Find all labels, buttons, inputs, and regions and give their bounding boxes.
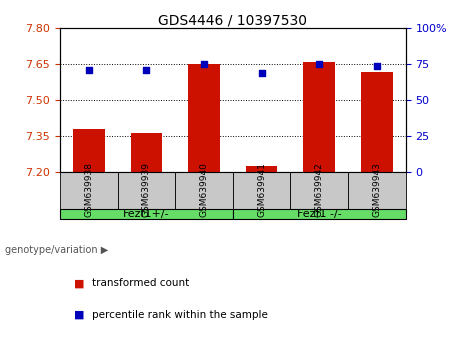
Text: GSM639941: GSM639941: [257, 162, 266, 217]
Point: [258, 70, 266, 76]
Text: GSM639943: GSM639943: [372, 162, 381, 217]
Text: transformed count: transformed count: [92, 278, 189, 288]
Point: [200, 62, 207, 67]
Bar: [303, 62, 335, 172]
Bar: [188, 64, 220, 172]
Point: [373, 63, 381, 69]
Text: GSM639938: GSM639938: [84, 162, 93, 217]
Bar: [60, 209, 233, 219]
Point: [142, 67, 150, 73]
Text: percentile rank within the sample: percentile rank within the sample: [92, 310, 268, 320]
Text: Fezf1 -/-: Fezf1 -/-: [297, 209, 342, 219]
Text: ■: ■: [74, 310, 84, 320]
Text: Fezf1+/-: Fezf1+/-: [123, 209, 170, 219]
Text: genotype/variation ▶: genotype/variation ▶: [5, 245, 108, 255]
Bar: [118, 172, 175, 209]
Point: [85, 67, 92, 73]
Bar: [348, 172, 406, 209]
Bar: [233, 209, 406, 219]
Bar: [290, 172, 348, 209]
Bar: [60, 172, 118, 209]
Text: GSM639939: GSM639939: [142, 162, 151, 217]
Bar: [246, 166, 278, 172]
Bar: [361, 72, 393, 172]
Bar: [233, 172, 290, 209]
Bar: [130, 133, 162, 172]
Text: ■: ■: [74, 278, 84, 288]
Bar: [175, 172, 233, 209]
Text: GSM639942: GSM639942: [315, 162, 324, 217]
Bar: [73, 129, 105, 172]
Point: [315, 62, 323, 67]
Text: GSM639940: GSM639940: [200, 162, 208, 217]
Title: GDS4446 / 10397530: GDS4446 / 10397530: [158, 13, 307, 27]
